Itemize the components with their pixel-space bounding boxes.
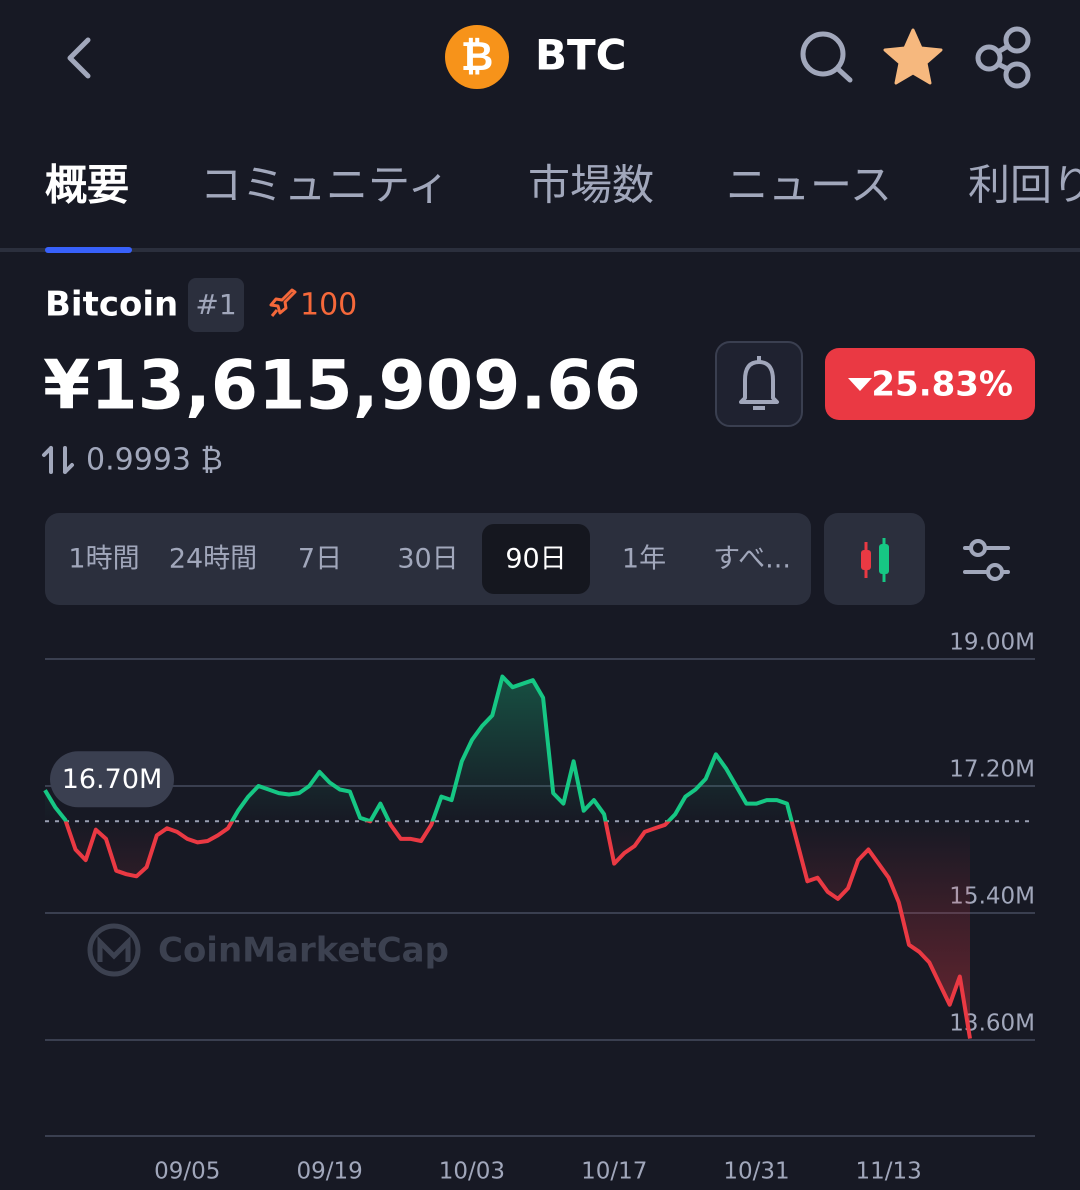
- chart-type-button[interactable]: [824, 513, 925, 605]
- watermark-logo: [87, 923, 141, 977]
- range-bar: [45, 513, 811, 605]
- rank-badge: [188, 278, 244, 332]
- header-title: BTC: [535, 31, 627, 80]
- baseline-pill: [50, 751, 174, 808]
- star-button[interactable]: [883, 28, 943, 85]
- x-tick-label: 10/03: [439, 1159, 505, 1185]
- price-chart: CoinMarketCap19.00M17.20M15.40M13.60M16.…: [43, 630, 1035, 1185]
- back-button[interactable]: [67, 37, 91, 79]
- alert-button[interactable]: [715, 341, 803, 427]
- x-tick-label: 10/17: [581, 1159, 647, 1185]
- share-button[interactable]: [975, 26, 1031, 89]
- range-selected: [482, 524, 590, 594]
- watermark: CoinMarketCap: [158, 931, 449, 971]
- swap-icon: [42, 446, 74, 474]
- range-option[interactable]: 7日: [298, 544, 342, 575]
- candle-icon: [861, 538, 889, 582]
- down-triangle: [848, 378, 872, 391]
- tab[interactable]: 市場数: [528, 161, 654, 210]
- rank: #1: [195, 288, 236, 321]
- tab[interactable]: 利回り: [968, 161, 1080, 210]
- range-option[interactable]: 1年: [622, 544, 666, 575]
- x-tick-label: 10/31: [723, 1159, 789, 1185]
- x-tick-label: 09/19: [296, 1159, 362, 1185]
- baseline-label: 16.70M: [62, 764, 163, 795]
- btc-logo: [445, 25, 509, 89]
- active-tab-indicator: [45, 247, 132, 253]
- x-tick-label: 09/05: [154, 1159, 220, 1185]
- bell-icon: [739, 360, 779, 410]
- tab[interactable]: コミュニティ: [200, 161, 449, 210]
- price-area: [45, 676, 970, 1039]
- rocket-icon: [269, 288, 297, 317]
- search-button[interactable]: [800, 31, 853, 83]
- y-tick-label: 17.20M: [949, 757, 1035, 783]
- btc-logo-symbol: ₿: [461, 34, 494, 80]
- filter-button[interactable]: [963, 539, 1010, 581]
- range-option[interactable]: 30日: [397, 544, 458, 575]
- range-option[interactable]: 24時間: [169, 544, 257, 575]
- tab[interactable]: 概要: [45, 161, 129, 210]
- range-option[interactable]: 1時間: [68, 544, 139, 575]
- change-badge: [825, 348, 1035, 420]
- tab[interactable]: ニュース: [726, 161, 892, 210]
- x-tick-label: 11/13: [856, 1159, 922, 1185]
- price-line: [43, 674, 972, 1039]
- y-tick-label: 13.60M: [949, 1011, 1035, 1037]
- price: ¥13,615,909.66: [43, 347, 641, 426]
- btc-price: 0.9993 ₿: [86, 443, 223, 478]
- watchlist-count: 100: [300, 288, 357, 323]
- coin-name: Bitcoin: [45, 285, 178, 325]
- price-change: 25.83%: [871, 365, 1013, 405]
- range-option[interactable]: すべ...: [713, 544, 791, 575]
- y-tick-label: 19.00M: [949, 630, 1035, 656]
- range-option[interactable]: 90日: [505, 544, 566, 575]
